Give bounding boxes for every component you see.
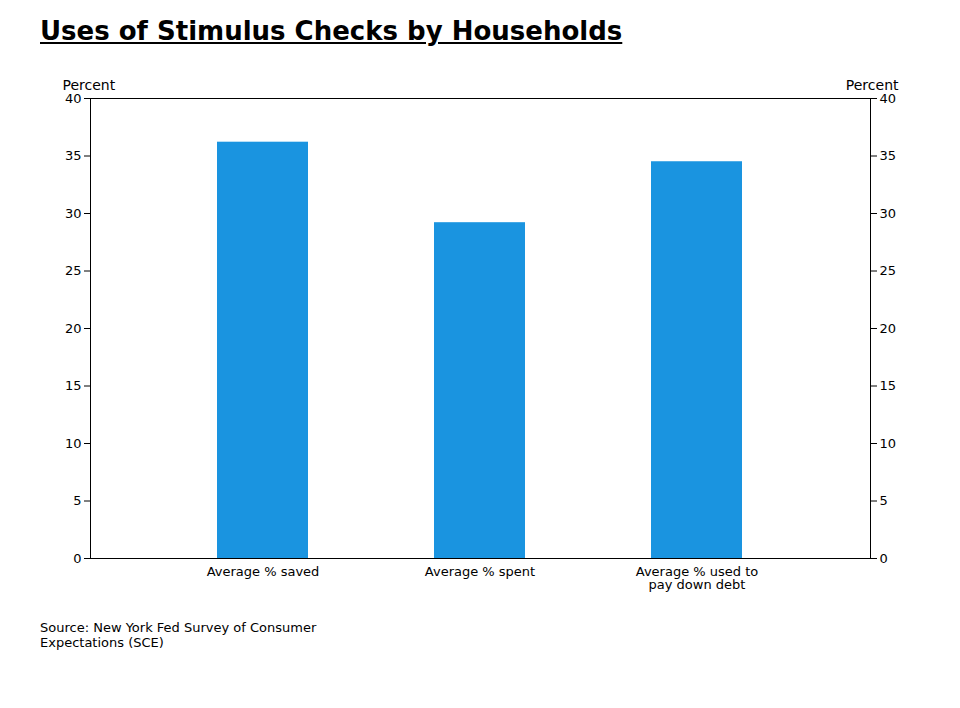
svg-text:0: 0 [880, 551, 888, 566]
svg-text:Average % spent: Average % spent [425, 564, 535, 579]
svg-text:Average % used topay down debt: Average % used topay down debt [636, 564, 758, 592]
svg-text:30: 30 [65, 206, 82, 221]
svg-text:Average % saved: Average % saved [207, 564, 320, 579]
svg-text:40: 40 [879, 90, 896, 106]
svg-text:5: 5 [73, 493, 81, 508]
svg-text:25: 25 [65, 263, 82, 278]
svg-text:10: 10 [880, 436, 897, 451]
svg-text:20: 20 [65, 321, 82, 336]
svg-text:5: 5 [880, 493, 888, 508]
svg-text:35: 35 [65, 148, 82, 163]
svg-text:0: 0 [73, 551, 81, 566]
svg-text:Percent: Percent [63, 77, 116, 93]
svg-text:20: 20 [880, 321, 897, 336]
html-text:Uses of Stimulus Checks by Hou: Uses of Stimulus Checks by Households [40, 16, 623, 46]
svg-text:Percent: Percent [846, 77, 899, 93]
svg-text:40: 40 [65, 90, 82, 106]
svg-text:15: 15 [880, 378, 897, 393]
svg-text:30: 30 [880, 206, 897, 221]
svg-text:35: 35 [880, 148, 897, 163]
svg-text:10: 10 [65, 436, 82, 451]
svg-text:25: 25 [880, 263, 897, 278]
html-text:Source: New York Fed Survey of: Source: New York Fed Survey of Consumer … [40, 620, 317, 650]
svg-text:15: 15 [65, 378, 82, 393]
